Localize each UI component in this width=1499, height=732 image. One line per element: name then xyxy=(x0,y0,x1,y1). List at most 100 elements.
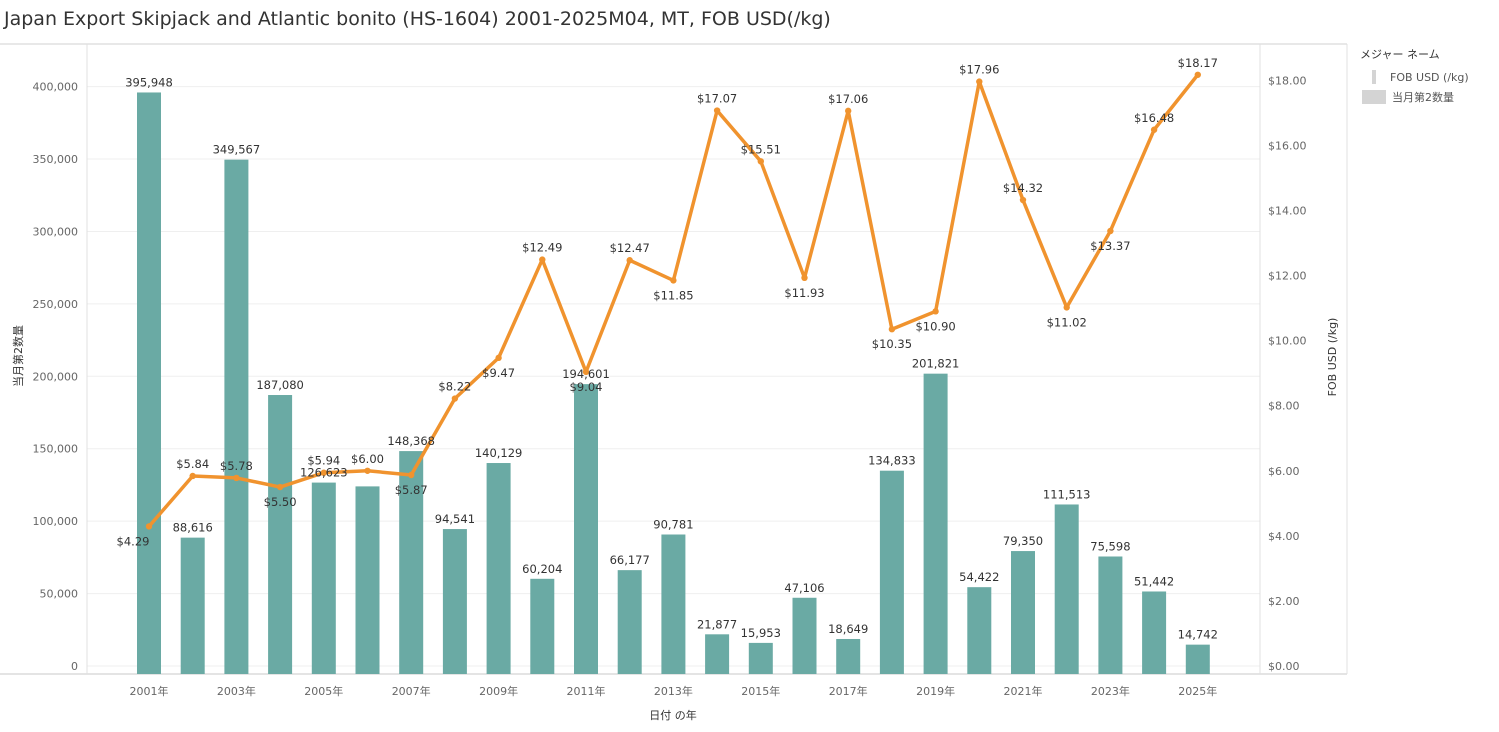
fob-point-2008[interactable] xyxy=(451,395,459,402)
bar-2015[interactable] xyxy=(748,642,773,674)
fob-point-2004[interactable] xyxy=(276,483,284,491)
bar-2016[interactable] xyxy=(792,597,817,674)
bar-value-label: 111,513 xyxy=(1043,487,1091,501)
y2-tick-label: $2.00 xyxy=(1268,595,1300,608)
y-tick-label: 200,000 xyxy=(33,370,79,383)
bar-2006[interactable] xyxy=(355,486,380,674)
legend-item-quantity[interactable]: 当月第2数量 xyxy=(1360,87,1469,107)
fob-point-2011[interactable] xyxy=(582,368,590,376)
x-tick-label: 2007年 xyxy=(392,684,431,698)
bar-value-label: 60,204 xyxy=(522,562,562,576)
chart-title: Japan Export Skipjack and Atlantic bonit… xyxy=(4,8,831,30)
fob-value-label: $5.84 xyxy=(176,457,209,471)
bar-value-label: 75,598 xyxy=(1090,539,1130,553)
x-tick-label: 2023年 xyxy=(1091,684,1130,698)
y-tick-label: 150,000 xyxy=(33,443,79,456)
bar-2021[interactable] xyxy=(1011,551,1035,674)
fob-point-2019[interactable] xyxy=(932,308,939,315)
fob-point-2021[interactable] xyxy=(1019,196,1027,204)
bar-2004[interactable] xyxy=(268,395,293,674)
y2-tick-label: $18.00 xyxy=(1268,74,1307,87)
x-tick-label: 2021年 xyxy=(1004,684,1043,698)
fob-value-label: $15.51 xyxy=(741,142,781,156)
fob-value-label: $16.48 xyxy=(1134,111,1174,125)
bar-2017[interactable] xyxy=(836,638,861,674)
fob-point-2023[interactable] xyxy=(1107,227,1114,235)
fob-point-2007[interactable] xyxy=(408,471,415,479)
bar-2014[interactable] xyxy=(705,634,730,674)
bar-value-label: 54,422 xyxy=(959,570,999,584)
fob-point-2013[interactable] xyxy=(670,277,677,284)
fob-point-2001[interactable] xyxy=(145,523,153,530)
fob-point-2020[interactable] xyxy=(976,78,983,85)
bar-2025[interactable] xyxy=(1185,644,1210,674)
fob-value-label: $5.50 xyxy=(264,495,297,509)
bar-2011[interactable] xyxy=(574,384,598,674)
x-tick-label: 2025年 xyxy=(1178,684,1217,698)
bar-2019[interactable] xyxy=(923,373,948,674)
fob-point-2022[interactable] xyxy=(1063,304,1070,311)
fob-point-2005[interactable] xyxy=(320,469,327,476)
fob-value-label: $11.02 xyxy=(1047,315,1087,329)
bar-2008[interactable] xyxy=(442,529,467,674)
y-tick-label: 300,000 xyxy=(33,225,79,238)
y2-tick-label: $16.00 xyxy=(1268,139,1307,152)
y2-tick-label: $8.00 xyxy=(1268,400,1300,413)
fob-point-2006[interactable] xyxy=(364,467,371,474)
bar-2020[interactable] xyxy=(967,587,992,674)
bar-2007[interactable] xyxy=(399,451,424,674)
fob-point-2009[interactable] xyxy=(495,354,502,362)
fob-value-label: $12.47 xyxy=(610,241,650,255)
x-tick-label: 2015年 xyxy=(741,684,780,698)
y2-tick-label: $6.00 xyxy=(1268,465,1300,478)
bar-2003[interactable] xyxy=(224,159,249,674)
fob-point-2015[interactable] xyxy=(757,158,764,165)
fob-point-2018[interactable] xyxy=(888,326,896,333)
legend-item-fob[interactable]: FOB USD (/kg) xyxy=(1360,67,1469,87)
bar-2009[interactable] xyxy=(486,463,511,674)
fob-value-label: $9.47 xyxy=(482,366,515,380)
fob-point-2016[interactable] xyxy=(801,274,808,282)
x-tick-label: 2017年 xyxy=(829,684,868,698)
fob-point-2025[interactable] xyxy=(1194,71,1202,78)
bar-2013[interactable] xyxy=(661,534,686,674)
bar-2018[interactable] xyxy=(879,470,904,674)
bar-value-label: 21,877 xyxy=(697,617,737,631)
x-tick-label: 2003年 xyxy=(217,684,256,698)
fob-point-2010[interactable] xyxy=(539,256,546,263)
x-axis-title: 日付 の年 xyxy=(649,708,697,722)
fob-value-label: $4.29 xyxy=(117,534,150,548)
fob-value-label: $17.96 xyxy=(959,63,999,77)
y-tick-label: 50,000 xyxy=(40,588,79,601)
x-tick-label: 2005年 xyxy=(304,684,343,698)
axes: 0 50,000 100,000 150,000 200,000 250,000 300,0… xyxy=(11,74,1339,722)
bar-value-label: 47,106 xyxy=(784,581,824,595)
bar-value-label: 66,177 xyxy=(610,553,650,567)
x-tick-label: 2009年 xyxy=(479,684,518,698)
fob-value-label: $13.37 xyxy=(1090,239,1130,253)
fob-point-2012[interactable] xyxy=(626,257,633,264)
data-labels: 395,948 88,616 349,567 187,080 126,623 148,36… xyxy=(117,56,1218,642)
bar-2010[interactable] xyxy=(530,578,555,674)
bar-2023[interactable] xyxy=(1098,556,1123,674)
fob-point-2002[interactable] xyxy=(189,472,196,480)
fob-point-2003[interactable] xyxy=(233,474,240,482)
y-tick-label: 0 xyxy=(71,660,78,673)
bar-2001[interactable] xyxy=(137,92,161,675)
bar-2024[interactable] xyxy=(1142,591,1167,674)
fob-point-2017[interactable] xyxy=(845,107,852,115)
bar-value-label: 94,541 xyxy=(435,512,475,526)
bar-value-label: 51,442 xyxy=(1134,574,1174,588)
legend-line-swatch xyxy=(1372,70,1376,84)
bar-2002[interactable] xyxy=(180,537,205,674)
bar-2005[interactable] xyxy=(311,482,336,674)
fob-point-2014[interactable] xyxy=(713,107,721,114)
bar-2022[interactable] xyxy=(1054,504,1079,674)
fob-value-label: $10.90 xyxy=(915,319,955,333)
bar-value-label: 349,567 xyxy=(213,143,261,157)
fob-value-label: $14.32 xyxy=(1003,181,1043,195)
y-tick-label: 350,000 xyxy=(33,153,79,166)
bar-2012[interactable] xyxy=(617,570,642,674)
fob-point-2024[interactable] xyxy=(1150,126,1158,133)
fob-value-label: $17.07 xyxy=(697,92,737,106)
